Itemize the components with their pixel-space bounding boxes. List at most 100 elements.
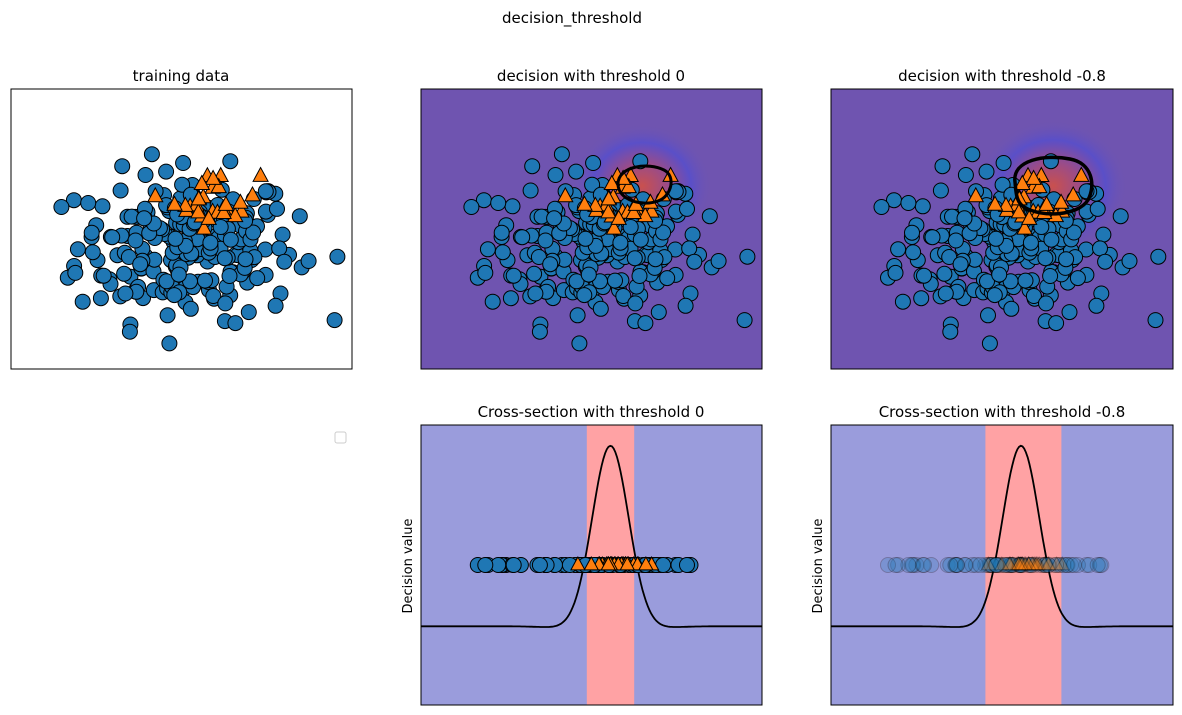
class-0-point — [972, 557, 989, 573]
class-0-point — [524, 158, 541, 175]
class-0-point — [978, 163, 995, 180]
decision-threshold-neg08-title: decision with threshold -0.8 — [898, 67, 1106, 85]
class-0-point — [997, 557, 1014, 573]
class-0-point — [463, 199, 480, 215]
class-0-point — [1011, 557, 1028, 573]
class-0-point — [679, 557, 695, 573]
class-0-point — [1031, 557, 1048, 573]
class-0-point — [74, 293, 91, 310]
class-1-point — [217, 195, 235, 211]
decision-threshold-neg08-frame — [830, 88, 1174, 370]
class-0-point — [568, 273, 585, 290]
class-0-point — [1004, 557, 1021, 573]
cross-section-threshold-0-frame — [420, 424, 763, 706]
class-1-point — [583, 555, 600, 571]
class-1-point — [1030, 177, 1048, 194]
class-0-point — [887, 557, 904, 573]
empty-legend-box — [334, 431, 347, 444]
class-1-point — [189, 203, 207, 219]
class-0-point — [530, 249, 547, 265]
class-0-point — [80, 195, 97, 211]
class-0-point — [479, 241, 496, 258]
class-0-point — [92, 290, 109, 307]
class-0-point — [257, 183, 274, 200]
class-0-point — [1095, 226, 1112, 243]
class-0-point — [1003, 557, 1020, 573]
class-0-point — [1002, 557, 1019, 573]
class-0-point — [1069, 557, 1086, 573]
class-0-point — [1081, 557, 1098, 573]
class-0-point — [1005, 557, 1022, 573]
class-1-point — [1010, 555, 1027, 571]
class-0-point — [939, 557, 956, 573]
class-0-point — [956, 210, 973, 227]
class-0-point — [291, 208, 308, 225]
class-0-point — [632, 231, 649, 248]
class-1-point — [1041, 555, 1057, 571]
class-0-point — [890, 557, 907, 573]
class-0-point — [686, 253, 703, 270]
class-0-point — [1023, 557, 1040, 573]
class-0-point — [968, 557, 984, 573]
class-0-point — [1012, 557, 1029, 573]
class-0-point — [132, 256, 149, 273]
class-1-point — [625, 203, 642, 219]
class-0-point — [114, 158, 131, 175]
figure-suptitle: decision_threshold — [502, 9, 642, 28]
class-0-point — [1040, 557, 1057, 573]
class-0-point — [227, 315, 244, 332]
class-1-point — [1048, 555, 1065, 571]
class-1-point — [1011, 555, 1027, 571]
class-0-point — [121, 323, 138, 340]
class-0-point — [505, 267, 522, 284]
class-0-point — [1150, 248, 1167, 265]
class-0-point — [1061, 304, 1078, 321]
class-1-point — [1002, 555, 1019, 571]
class-0-point — [104, 229, 121, 246]
class-0-point — [983, 557, 1000, 573]
class-1-point — [195, 219, 213, 235]
class-1-point — [993, 555, 1010, 571]
class-0-point — [947, 232, 964, 249]
class-0-point — [493, 224, 510, 241]
training-data-title: training data — [133, 67, 230, 85]
class-0-point — [900, 195, 917, 211]
class-0-point — [271, 240, 288, 257]
class-0-point — [903, 557, 920, 573]
class-1-point — [1036, 555, 1053, 571]
class-0-point — [997, 557, 1014, 573]
class-0-point — [977, 557, 994, 573]
class-0-point — [1022, 557, 1039, 573]
class-0-point — [937, 285, 954, 302]
class-1-point — [1001, 555, 1018, 571]
class-0-point — [622, 219, 639, 235]
class-0-point — [576, 287, 593, 304]
class-0-point — [942, 557, 959, 573]
class-0-point — [980, 307, 996, 324]
class-0-point — [127, 232, 144, 249]
class-1-point — [619, 555, 636, 571]
class-0-point — [1000, 557, 1017, 573]
class-0-point — [217, 295, 234, 312]
class-1-point — [177, 196, 194, 212]
class-0-point — [504, 198, 521, 215]
class-0-point — [526, 265, 543, 282]
class-0-point — [1025, 288, 1042, 304]
class-0-point — [67, 264, 84, 281]
class-0-point — [222, 231, 239, 248]
class-0-point — [477, 264, 494, 281]
class-0-point — [274, 226, 291, 243]
class-0-point — [1021, 557, 1038, 573]
class-1-point — [1020, 209, 1038, 225]
class-0-point — [249, 270, 266, 287]
class-0-point — [1050, 557, 1067, 573]
class-0-point — [571, 335, 588, 352]
class-0-point — [988, 557, 1005, 573]
class-1-point — [1010, 203, 1028, 219]
class-0-point — [904, 224, 920, 241]
class-0-point — [53, 199, 70, 215]
class-0-point — [170, 266, 187, 283]
class-0-point — [1037, 557, 1054, 573]
class-0-point — [222, 153, 239, 170]
